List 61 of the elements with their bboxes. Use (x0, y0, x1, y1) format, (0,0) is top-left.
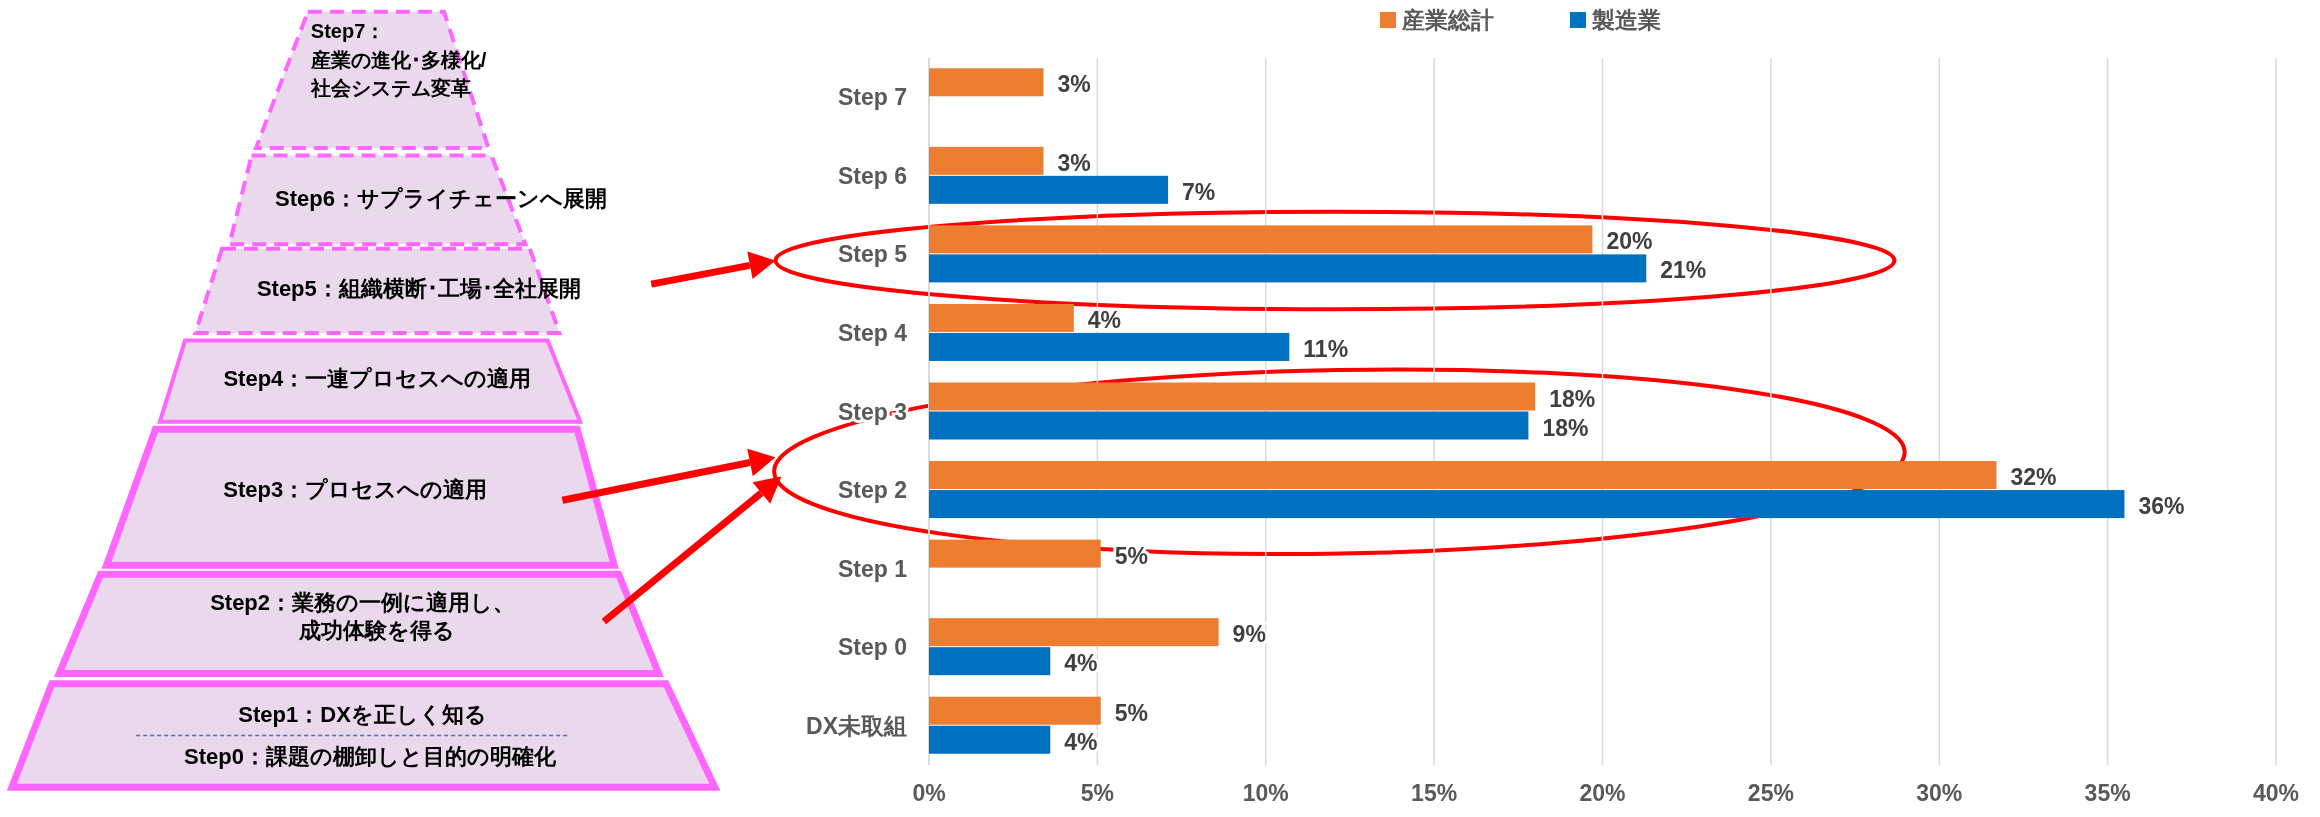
data-label: 20% (1606, 228, 1653, 255)
data-label: 7% (1182, 178, 1216, 205)
bar (929, 382, 1536, 411)
x-tick-label: 5% (1080, 780, 1114, 806)
x-tick-label: 25% (1747, 780, 1794, 806)
data-label: 18% (1542, 414, 1589, 441)
bar (929, 175, 1169, 204)
bar (929, 225, 1593, 254)
data-label: 21% (1660, 257, 1707, 284)
text: Step3：プロセスへの適用 (223, 477, 488, 503)
text: Step2：業務の一例に適用し、 (210, 589, 516, 615)
data-label: 11% (1303, 335, 1349, 362)
data-label: 5% (1114, 699, 1148, 726)
text: 産業の進化･多様化/ (309, 48, 487, 71)
x-tick-label: 40% (2252, 780, 2300, 806)
x-tick-label: 30% (1916, 780, 1963, 806)
bar (929, 490, 2125, 519)
bar (929, 68, 1044, 97)
text: Step7： (310, 20, 386, 43)
text: Step1：DXを正しく知る (238, 702, 487, 728)
text: Step6：サプライチェーンへ展開 (275, 185, 607, 211)
y-tick-label: Step 6 (837, 162, 907, 189)
data-label: 9% (1232, 621, 1266, 648)
data-label: 3% (1057, 149, 1091, 176)
bar (929, 411, 1529, 440)
data-label: 3% (1057, 71, 1091, 98)
text: Step0：課題の棚卸しと目的の明確化 (184, 743, 557, 769)
x-tick-label: 0% (912, 780, 946, 806)
text: 成功体験を得る (298, 617, 456, 643)
bar (929, 539, 1101, 568)
y-tick-label: DX未取組 (806, 712, 907, 739)
legend-label: 製造業 (1591, 7, 1661, 33)
data-label: 36% (2138, 493, 2185, 520)
x-tick-label: 15% (1411, 780, 1458, 806)
text: Step5：組織横断･工場･全社展開 (256, 276, 581, 301)
legend-label: 産業総計 (1401, 7, 1494, 33)
text: Step4：一連プロセスへの適用 (223, 366, 532, 392)
text: 社会システム変革 (309, 76, 471, 99)
data-label: 18% (1549, 385, 1596, 412)
x-tick-label: 20% (1579, 780, 1626, 806)
bar (929, 696, 1101, 725)
data-label: 4% (1064, 728, 1098, 755)
bar (929, 332, 1290, 361)
bar (929, 725, 1051, 754)
y-tick-label: Step 0 (837, 634, 907, 661)
bar (929, 146, 1044, 175)
data-label: 4% (1064, 650, 1098, 677)
y-tick-label: Step 4 (837, 319, 908, 346)
x-tick-label: 10% (1242, 780, 1289, 806)
y-tick-label: Step 7 (837, 84, 907, 111)
bar (929, 618, 1219, 647)
bar (929, 254, 1647, 283)
data-label: 4% (1087, 306, 1122, 333)
data-label: 32% (2010, 464, 2057, 491)
y-tick-label: Step 1 (837, 555, 908, 582)
bar (929, 647, 1051, 676)
y-tick-label: Step 2 (837, 477, 907, 504)
bar (929, 303, 1074, 332)
bar (929, 461, 1997, 490)
x-tick-label: 35% (2084, 780, 2131, 806)
y-tick-label: Step 5 (837, 241, 908, 268)
